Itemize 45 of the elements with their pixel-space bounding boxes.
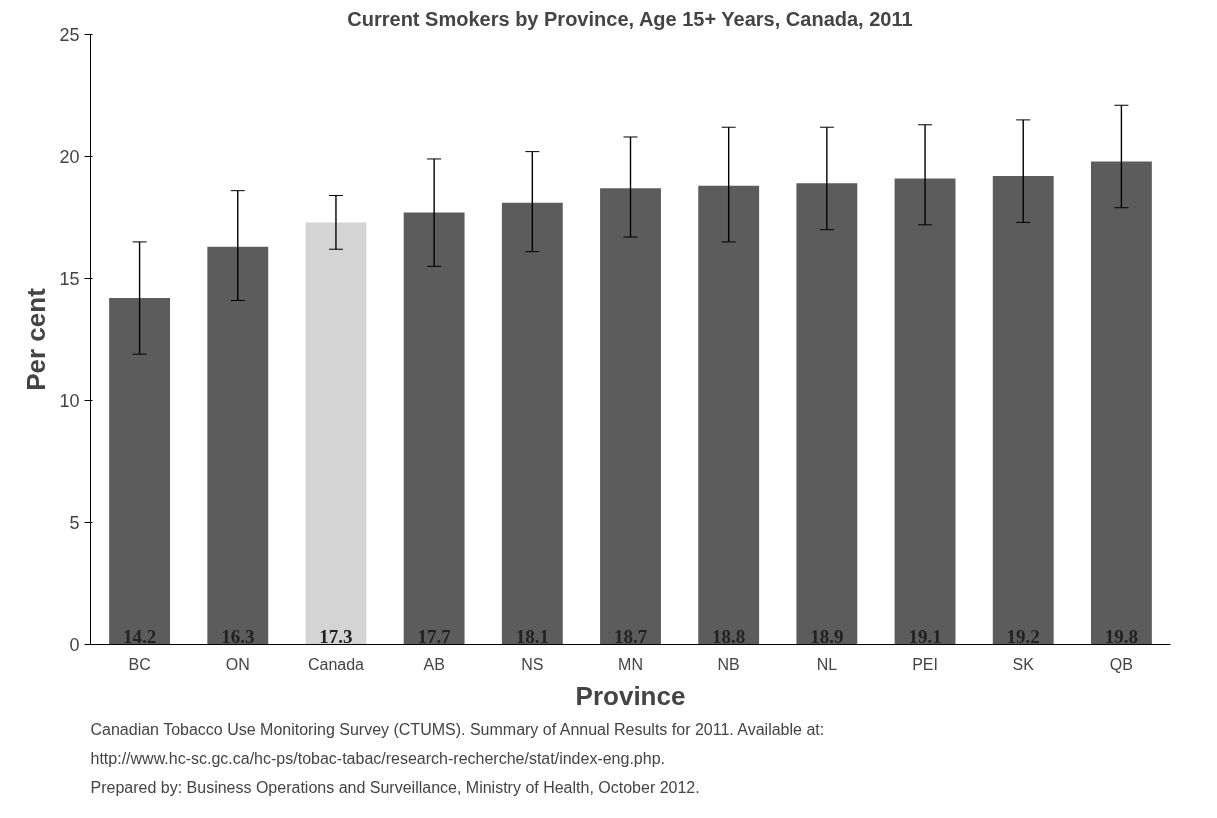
data-label: 14.2: [122, 625, 157, 647]
chart-title: Current Smokers by Province, Age 15+ Years, Canada, 2011: [347, 7, 913, 30]
bar: [992, 176, 1054, 645]
data-label: 18.8: [712, 625, 746, 647]
text: Prepared by: Business Operations and Surveillance, Ministry of Health, October 2012.: [90, 778, 700, 796]
bar: [207, 246, 269, 645]
y-tick-label: 25: [59, 25, 80, 45]
data-label: 16.3: [221, 625, 255, 647]
y-tick-label: 5: [69, 513, 80, 533]
bar: [796, 183, 858, 645]
x-tick-label: Canada: [307, 655, 365, 673]
bar: [109, 298, 171, 645]
x-tick-label: NS: [521, 655, 544, 673]
bar: [698, 185, 760, 645]
data-label: 17.7: [417, 625, 452, 647]
text: Canadian Tobacco Use Monitoring Survey (CTUMS). Summary of Annual Results for 2011. Available at:: [90, 720, 825, 738]
x-tick-label: ON: [225, 655, 250, 673]
y-tick-label: 20: [59, 147, 80, 167]
data-label: 19.2: [1006, 625, 1040, 647]
y-tick-label: 0: [69, 635, 80, 655]
x-tick-label: MN: [618, 655, 643, 673]
data-label: 18.7: [613, 625, 648, 647]
bar: [305, 222, 367, 645]
x-tick-label: NB: [717, 655, 740, 673]
data-label: 19.1: [908, 625, 942, 647]
bar: [1090, 161, 1152, 645]
text: http://www.hc-sc.gc.ca/hc-ps/tobac-tabac/research-recherche/stat/index-eng.php.: [90, 749, 665, 767]
y-axis-title: Per cent: [21, 287, 52, 391]
bar: [501, 202, 563, 645]
x-tick-label: NL: [816, 655, 838, 673]
bar: [894, 178, 956, 645]
x-tick-label: BC: [128, 655, 151, 673]
bar: [403, 212, 465, 645]
data-label: 18.1: [515, 625, 549, 647]
x-tick-label: SK: [1012, 655, 1035, 673]
x-tick-label: PEI: [912, 655, 938, 673]
x-tick-label: AB: [423, 655, 445, 673]
y-tick-label: 10: [59, 391, 80, 411]
x-axis-title: Province: [575, 680, 686, 711]
data-label: 17.3: [319, 625, 353, 647]
x-tick-label: QB: [1109, 655, 1133, 673]
data-label: 19.8: [1104, 625, 1139, 647]
bar: [600, 188, 661, 645]
data-label: 18.9: [810, 625, 844, 647]
y-tick-label: 15: [59, 269, 80, 289]
